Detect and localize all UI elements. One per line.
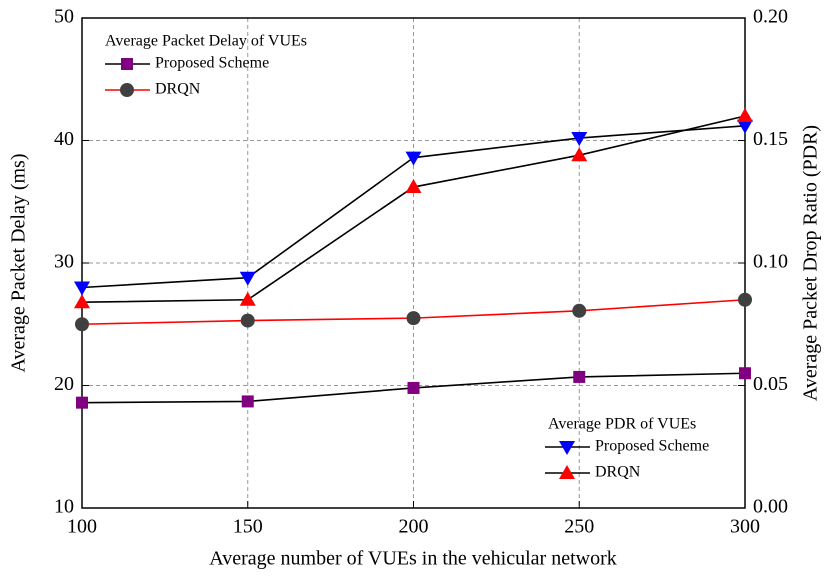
y2-axis-label: Average Packet Drop Ratio (PDR) [800, 125, 822, 401]
marker [75, 317, 89, 332]
legend-label: DRQN [595, 464, 641, 481]
marker [571, 147, 588, 162]
x-tick-label: 100 [67, 516, 97, 538]
y2-tick-label: 0.00 [753, 496, 788, 518]
x-tick-label: 200 [399, 516, 429, 538]
legend-label: DRQN [155, 81, 201, 98]
x-tick-label: 300 [730, 516, 760, 538]
marker [406, 311, 421, 326]
y-tick-label: 30 [54, 251, 74, 273]
marker [738, 292, 752, 307]
marker [737, 119, 753, 134]
y2-tick-label: 0.15 [753, 128, 788, 150]
marker [239, 271, 256, 286]
marker [573, 370, 586, 383]
y-tick-label: 40 [54, 128, 74, 150]
marker [74, 281, 90, 296]
marker [76, 396, 88, 409]
y-axis-label: Average Packet Delay (ms) [8, 154, 30, 373]
marker [405, 179, 422, 194]
legend-title: Average Packet Delay of VUEs [105, 33, 307, 50]
x-axis-label: Average number of VUEs in the vehicular … [209, 548, 616, 570]
y-tick-label: 20 [54, 373, 74, 395]
marker [571, 132, 588, 147]
marker [737, 108, 753, 122]
marker [74, 294, 90, 309]
legend-title: Average PDR of VUEs [548, 416, 696, 433]
legend-marker [559, 441, 575, 455]
y2-tick-label: 0.10 [753, 251, 788, 273]
y2-tick-label: 0.05 [753, 373, 788, 395]
x-tick-label: 150 [233, 516, 263, 538]
legend-label: Proposed Scheme [155, 55, 269, 72]
marker [405, 151, 422, 166]
marker [572, 303, 587, 318]
marker [407, 381, 420, 394]
legend-marker [120, 83, 134, 97]
marker [240, 313, 255, 328]
marker [241, 395, 254, 408]
x-tick-label: 250 [564, 516, 594, 538]
legend-marker [121, 58, 133, 70]
plot-frame [81, 17, 746, 509]
y2-tick-label: 0.20 [753, 6, 788, 28]
y-tick-label: 10 [54, 496, 74, 518]
legend-marker [559, 465, 575, 479]
marker [739, 367, 751, 380]
legend-label: Proposed Scheme [595, 438, 709, 455]
marker [239, 291, 256, 306]
y-tick-label: 50 [54, 6, 74, 28]
